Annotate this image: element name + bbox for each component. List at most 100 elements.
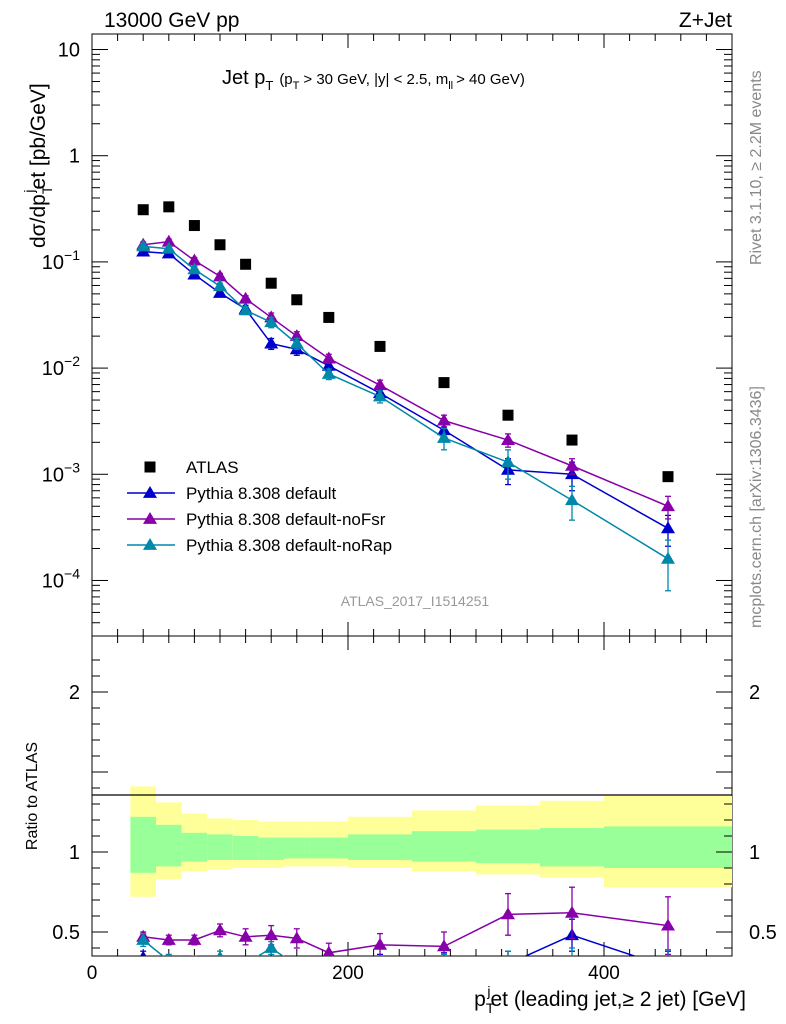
data-point-atlas <box>291 294 303 306</box>
ratio-point-pythia-8-308-default <box>264 962 278 974</box>
ratio-point-pythia-8-308-default-norap <box>264 941 279 953</box>
data-point-pythia-8-308-default-nofsr <box>161 234 176 247</box>
ratio-uncertainty-bands <box>130 786 732 897</box>
data-point-atlas <box>438 377 450 389</box>
data-point-pythia-8-308-default-nofsr <box>289 329 304 342</box>
legend-marker-pythia-8-308-default <box>143 486 157 498</box>
ratio-y-tick-label-left: 2 <box>69 682 80 704</box>
legend-label-pythia-8-308-default-nofsr: Pythia 8.308 default-noFsr <box>186 510 386 529</box>
ratio-inner-band <box>284 837 310 859</box>
ratio-point-pythia-8-308-default-norap <box>565 957 579 969</box>
data-point-pythia-8-308-default-nofsr <box>565 458 579 471</box>
ratio-point-pythia-8-308-default-norap <box>194 955 195 956</box>
ratio-point-pythia-8-308-default-nofsr <box>264 928 279 941</box>
ratio-inner-band <box>130 816 156 873</box>
ratio-point-pythia-8-308-default-nofsr <box>565 905 579 918</box>
data-point-atlas <box>240 258 252 270</box>
data-point-atlas <box>137 204 149 216</box>
data-point-pythia-8-308-default-norap <box>136 239 151 252</box>
main-title: Jet pT (pT > 30 GeV, |y| < 2.5, mll > 40 Ge… <box>222 67 525 93</box>
ratio-point-pythia-8-308-default-norap <box>373 957 387 969</box>
data-point-pythia-8-308-default-nofsr <box>373 378 387 391</box>
ratio-point-pythia-8-308-default-nofsr <box>322 945 335 956</box>
ratio-y-tick-label-right: 1 <box>749 842 760 864</box>
y-tick-label: 1 <box>69 146 80 168</box>
data-point-pythia-8-308-default-nofsr <box>501 433 515 445</box>
y-tick-label: 10−3 <box>42 459 80 486</box>
ratio-point-pythia-8-308-default <box>187 957 201 969</box>
main-y-axis-label: dσ/dpTjet [pb/GeV] <box>21 83 55 248</box>
data-point-pythia-8-308-default-norap <box>238 303 253 316</box>
y-tick-label: 10−2 <box>42 353 80 380</box>
ratio-point-pythia-8-308-default-nofsr <box>213 923 227 936</box>
data-point-pythia-8-308-default-nofsr <box>213 269 227 282</box>
ratio-point-pythia-8-308-default-nofsr <box>289 931 304 944</box>
data-point-pythia-8-308-default-norap <box>213 279 227 292</box>
legend-marker-pythia-8-308-default-nofsr <box>143 512 157 524</box>
data-point-pythia-8-308-default-nofsr <box>437 413 451 426</box>
x-tick-label: 200 <box>332 963 364 984</box>
ratio-point-pythia-8-308-default-norap <box>167 953 171 956</box>
ratio-y-tick-label-right: 0.5 <box>749 922 777 944</box>
data-point-atlas <box>323 311 335 323</box>
main-series-layer <box>136 201 675 592</box>
data-point-atlas <box>566 434 578 446</box>
ratio-inner-band <box>412 831 476 862</box>
header-right: Z+Jet <box>679 9 732 32</box>
header-left: 13000 GeV pp <box>104 9 239 32</box>
x-axis-label: pTjet (leading jet,≥ 2 jet) [GeV] <box>474 983 746 1016</box>
ratio-y-tick-label-left: 1 <box>69 842 80 864</box>
y-tick-label: 10−1 <box>42 247 80 274</box>
ratio-point-pythia-8-308-default-nofsr <box>501 907 515 920</box>
ratio-point-pythia-8-308-default <box>140 950 147 956</box>
ratio-inner-band <box>258 837 284 860</box>
ratio-point-pythia-8-308-default <box>168 955 170 956</box>
ratio-inner-band <box>348 834 412 860</box>
ratio-inner-band <box>309 837 348 859</box>
data-point-atlas <box>163 201 175 213</box>
ratio-y-tick-label-left: 0.5 <box>52 922 80 944</box>
legend-label-pythia-8-308-default: Pythia 8.308 default <box>186 484 337 503</box>
axis-ticks: 0 200 400 10 1 10−1 10−2 10−3 10−4 0.5 0.5 1 1 2 2 <box>42 34 777 984</box>
ratio-point-pythia-8-308-default-nofsr <box>161 933 176 945</box>
data-point-pythia-8-308-default-norap <box>161 241 176 254</box>
ratio-inner-band <box>156 824 182 867</box>
ratio-inner-band <box>476 829 540 864</box>
ratio-point-pythia-8-308-default-nofsr <box>437 939 451 952</box>
data-point-pythia-8-308-default-norap <box>565 493 579 506</box>
data-point-pythia-8-308-default <box>661 521 675 534</box>
rivet-label: Rivet 3.1.10, ≥ 2.2M events <box>748 70 765 265</box>
data-point-pythia-8-308-default <box>264 336 279 349</box>
data-point-pythia-8-308-default-nofsr <box>661 499 675 512</box>
ratio-inner-band <box>604 826 732 868</box>
ratio-y-tick-label-right: 2 <box>749 682 760 704</box>
ratio-point-pythia-8-308-default-norap <box>501 957 515 969</box>
legend-label-pythia-8-308-default-norap: Pythia 8.308 default-noRap <box>186 536 392 555</box>
legend-marker-pythia-8-308-default-norap <box>143 538 157 550</box>
ratio-point-pythia-8-308-default <box>501 957 515 969</box>
x-tick-label: 0 <box>87 963 98 984</box>
ratio-point-pythia-8-308-default <box>239 957 253 969</box>
data-point-pythia-8-308-default-norap <box>289 336 304 349</box>
x-tick-label: 400 <box>588 963 620 984</box>
y-tick-label: 10 <box>58 40 80 62</box>
y-tick-label: 10−4 <box>42 565 80 592</box>
ratio-point-pythia-8-308-default <box>290 957 304 969</box>
ratio-point-pythia-8-308-default-norap <box>437 957 451 969</box>
legend-marker-atlas <box>144 461 156 473</box>
ratio-line-pythia-8-308-default-norap <box>142 939 285 956</box>
ratio-point-pythia-8-308-default-nofsr <box>373 937 387 950</box>
ratio-point-pythia-8-308-default <box>443 955 445 956</box>
ratio-point-pythia-8-308-default <box>661 960 675 972</box>
ratio-inner-band <box>207 834 233 860</box>
data-point-atlas <box>265 277 277 289</box>
data-point-atlas <box>662 471 674 483</box>
ratio-inner-band <box>181 832 208 862</box>
analysis-watermark: ATLAS_2017_I1514251 <box>341 593 490 609</box>
ratio-point-pythia-8-308-default-norap <box>290 959 304 971</box>
data-point-pythia-8-308-default-norap <box>661 551 675 564</box>
ratio-point-pythia-8-308-default-nofsr <box>661 918 675 931</box>
ratio-series-layer <box>136 886 675 974</box>
legend-label-atlas: ATLAS <box>186 458 239 477</box>
data-point-pythia-8-308-default-norap <box>264 315 279 328</box>
